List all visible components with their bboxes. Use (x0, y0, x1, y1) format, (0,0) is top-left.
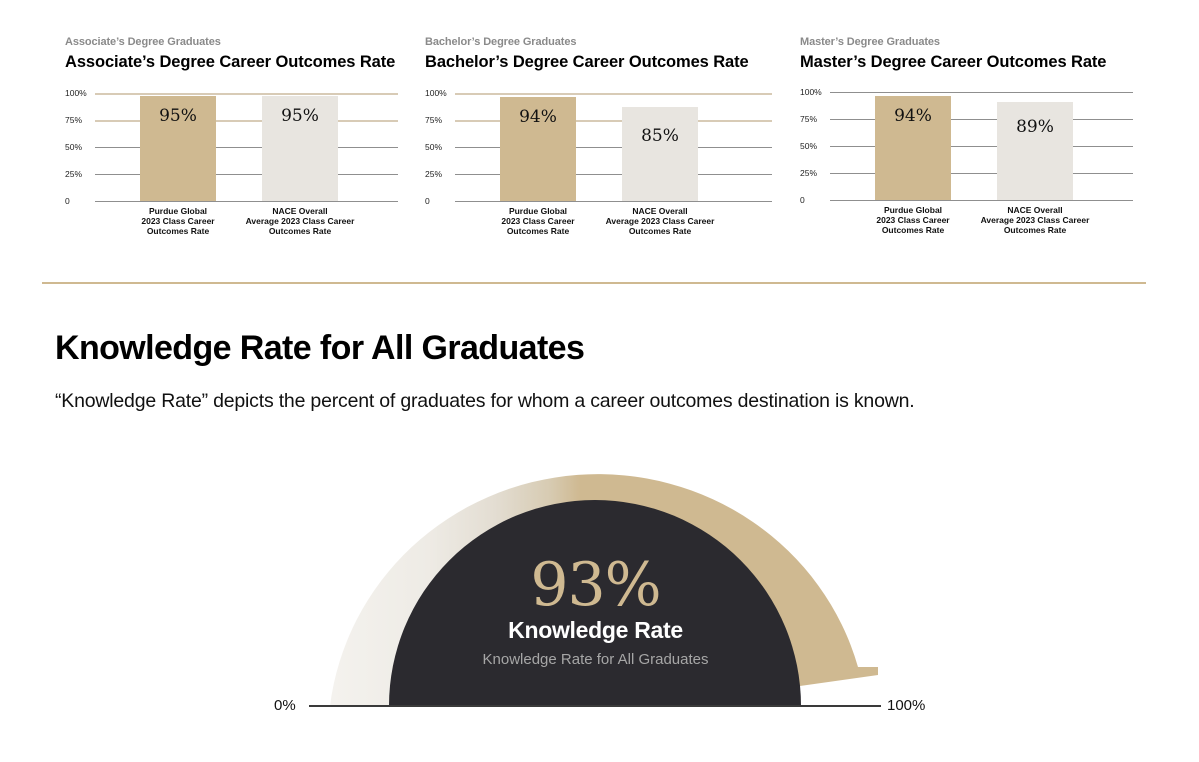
gridline (830, 92, 1133, 93)
panel-title: Associate’s Degree Career Outcomes Rate (65, 53, 396, 71)
y-tick-label: 0 (800, 195, 805, 205)
y-tick-label: 100% (65, 88, 87, 98)
bar-value-label: 95% (281, 106, 319, 126)
y-tick-label: 0 (425, 196, 430, 206)
plot-area: 100% 75% 50% 25% 0 95% Purdue Global 2023 Class… (65, 88, 398, 236)
y-tick-label: 100% (800, 87, 822, 97)
bar-chart: 100% 75% 50% 25% 0 94% Purdue Global 2023 Class… (425, 88, 775, 243)
bar-nace-average: 85% (622, 107, 698, 201)
knowledge-rate-label: Knowledge Rate (508, 617, 683, 643)
y-tick-label: 75% (65, 115, 83, 125)
gridline (95, 201, 398, 202)
y-tick-label: 100% (425, 88, 447, 98)
plot-area: 100% 75% 50% 25% 0 94% Purdue Global 2023 Class… (425, 88, 772, 236)
y-tick-label: 50% (65, 142, 83, 152)
gridline (830, 146, 1133, 147)
x-category-label: Purdue Global 2023 Class Career Outcomes R… (501, 206, 575, 236)
y-tick-label: 75% (425, 115, 443, 125)
y-tick-label: 25% (65, 169, 83, 179)
x-category-label: NACE Overall Average 2023 Class Career Out… (980, 205, 1090, 235)
panel-kicker: Master’s Degree Graduates (800, 36, 940, 48)
bar-purdue-global: 95% (140, 96, 216, 201)
gridline (95, 93, 398, 95)
gridline (455, 120, 772, 122)
panel-title: Bachelor’s Degree Career Outcomes Rate (425, 53, 749, 71)
knowledge-rate-subtitle: Knowledge Rate for All Graduates (482, 651, 709, 668)
y-tick-label: 25% (800, 168, 818, 178)
bar-chart: 100% 75% 50% 25% 0 95% Purdue Global 2023 Class… (65, 88, 410, 243)
gauge-max-label: 100% (887, 697, 926, 714)
gridline (830, 173, 1133, 174)
master-chart-panel: Master’s Degree Graduates Master’s Degre… (800, 36, 1145, 235)
plot-area: 100% 75% 50% 25% 0 94% Purdue Global 2023 Class… (800, 87, 1133, 235)
x-category-label: NACE Overall Average 2023 Class Career Out… (605, 206, 715, 236)
bar-chart: 100% 75% 50% 25% 0 94% Purdue Global 2023 Class… (800, 87, 1145, 242)
bar-purdue-global: 94% (500, 97, 576, 201)
y-tick-label: 75% (800, 114, 818, 124)
gridline (455, 93, 772, 95)
bar-nace-average: 89% (997, 102, 1073, 200)
section-divider (42, 282, 1146, 284)
y-tick-label: 50% (425, 142, 443, 152)
gauge-center-text: 93% Knowledge Rate Knowledge Rate for Al… (389, 0, 802, 762)
bar-value-label: 95% (159, 106, 197, 126)
bar-value-label: 94% (519, 107, 557, 127)
associate-chart-panel: Associate’s Degree Graduates Associate’s… (65, 36, 410, 236)
bar-value-label: 94% (894, 106, 932, 126)
gridline (455, 201, 772, 202)
gridline (95, 174, 398, 175)
gridline (455, 174, 772, 175)
bar-value-label: 85% (641, 126, 679, 146)
x-category-label: NACE Overall Average 2023 Class Career Out… (245, 206, 355, 236)
x-category-label: Purdue Global 2023 Class Career Outcomes R… (141, 206, 215, 236)
gridline (95, 147, 398, 148)
bar-nace-average: 95% (262, 96, 338, 201)
knowledge-description: “Knowledge Rate” depicts the percent of … (55, 390, 915, 412)
panel-title: Master’s Degree Career Outcomes Rate (800, 53, 1107, 71)
y-tick-label: 50% (800, 141, 818, 151)
gridline (830, 119, 1133, 120)
bachelor-chart-panel: Bachelor’s Degree Graduates Bachelor’s D… (425, 36, 775, 236)
bar-value-label: 89% (1016, 117, 1054, 137)
panel-kicker: Bachelor’s Degree Graduates (425, 36, 577, 48)
y-tick-label: 25% (425, 169, 443, 179)
gridline (830, 200, 1133, 201)
y-tick-label: 0 (65, 196, 70, 206)
bar-purdue-global: 94% (875, 96, 951, 200)
gridline (95, 120, 398, 122)
x-category-label: Purdue Global 2023 Class Career Outcomes R… (876, 205, 950, 235)
panel-kicker: Associate’s Degree Graduates (65, 36, 221, 48)
knowledge-rate-value: 93% (530, 550, 661, 620)
gauge-center-dome (389, 500, 801, 706)
gridline (455, 147, 772, 148)
gauge-min-label: 0% (274, 697, 296, 714)
knowledge-section-title: Knowledge Rate for All Graduates (55, 329, 585, 367)
